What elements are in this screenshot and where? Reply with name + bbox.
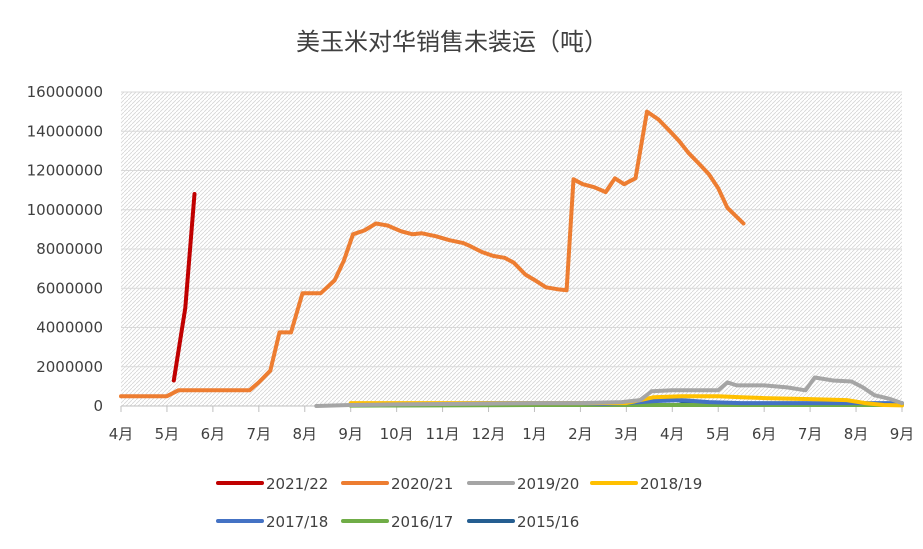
y-tick-label: 4000000 bbox=[36, 319, 103, 337]
x-tick-label: 8月 bbox=[292, 425, 317, 443]
series-lines bbox=[119, 109, 904, 408]
x-tick-label: 9月 bbox=[890, 425, 915, 443]
x-axis-ticks: 4月 5月 6月 7月 8月 9月 10月 11月 12月 1月 2月 3月 4月 5月 6月 7月 8月 9月 bbox=[109, 405, 915, 443]
x-tick-label: 7月 bbox=[247, 425, 272, 443]
x-tick-label: 11月 bbox=[426, 425, 460, 443]
y-tick-label: 14000000 bbox=[27, 122, 103, 140]
y-tick-label: 0 bbox=[93, 397, 103, 415]
x-tick-label: 1月 bbox=[522, 425, 547, 443]
x-tick-label: 12月 bbox=[471, 425, 505, 443]
legend-label: 2018/19 bbox=[640, 475, 702, 493]
legend-item-2017-18: 2017/18 bbox=[216, 513, 328, 531]
legend-label: 2019/20 bbox=[517, 475, 579, 493]
x-tick-label: 10月 bbox=[380, 425, 414, 443]
y-tick-label: 8000000 bbox=[36, 240, 103, 258]
x-tick-label: 5月 bbox=[155, 425, 180, 443]
y-tick-label: 10000000 bbox=[27, 201, 103, 219]
legend-item-2015-16: 2015/16 bbox=[467, 513, 579, 531]
legend-label: 2020/21 bbox=[391, 475, 453, 493]
x-tick-label: 4月 bbox=[109, 425, 134, 443]
y-tick-label: 6000000 bbox=[36, 279, 103, 297]
legend-item-2021-22: 2021/22 bbox=[216, 475, 328, 493]
legend: 2021/22 2020/21 2019/20 2018/19 2017/18 2016/… bbox=[216, 475, 702, 531]
x-tick-label: 6月 bbox=[752, 425, 777, 443]
y-axis-ticks: 0 2000000 4000000 6000000 8000000 10000000 120… bbox=[27, 83, 103, 415]
x-tick-label: 7月 bbox=[798, 425, 823, 443]
legend-item-2018-19: 2018/19 bbox=[590, 475, 702, 493]
legend-item-2016-17: 2016/17 bbox=[341, 513, 453, 531]
series-line-2020-21 bbox=[119, 109, 746, 399]
legend-label: 2016/17 bbox=[391, 513, 453, 531]
y-tick-label: 2000000 bbox=[36, 358, 103, 376]
x-tick-label: 4月 bbox=[660, 425, 685, 443]
series-line-2021-22 bbox=[171, 192, 197, 383]
legend-label: 2017/18 bbox=[266, 513, 328, 531]
x-tick-label: 2月 bbox=[568, 425, 593, 443]
legend-item-2019-20: 2019/20 bbox=[467, 475, 579, 493]
y-tick-label: 12000000 bbox=[27, 162, 103, 180]
legend-label: 2021/22 bbox=[266, 475, 328, 493]
x-tick-label: 8月 bbox=[844, 425, 869, 443]
x-tick-label: 6月 bbox=[201, 425, 226, 443]
x-tick-label: 3月 bbox=[614, 425, 639, 443]
chart-title: 美玉米对华销售未装运（吨） bbox=[296, 28, 608, 56]
legend-item-2020-21: 2020/21 bbox=[341, 475, 453, 493]
legend-label: 2015/16 bbox=[517, 513, 579, 531]
series-line-2019-20 bbox=[314, 375, 904, 408]
x-tick-label: 5月 bbox=[706, 425, 731, 443]
y-tick-label: 16000000 bbox=[27, 83, 103, 101]
x-tick-label: 9月 bbox=[338, 425, 363, 443]
